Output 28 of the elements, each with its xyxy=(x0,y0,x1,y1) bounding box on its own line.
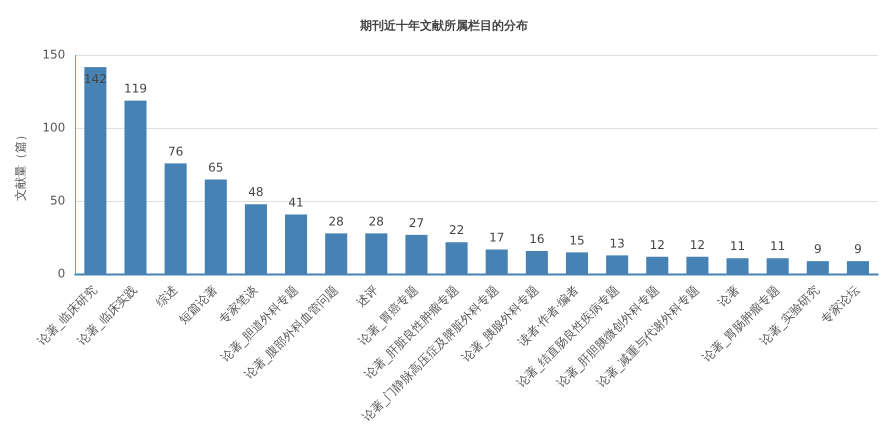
y-tick-label: 0 xyxy=(58,266,66,280)
data-label: 65 xyxy=(208,160,224,174)
data-label: 15 xyxy=(569,233,585,248)
data-label: 9 xyxy=(854,242,862,256)
y-tick-label: 150 xyxy=(42,48,66,62)
data-label: 28 xyxy=(368,214,384,228)
data-label: 28 xyxy=(328,214,344,228)
data-label: 27 xyxy=(408,216,424,230)
data-label: 11 xyxy=(770,239,786,254)
data-label: 142 xyxy=(84,72,107,86)
x-tick-label: 述评 xyxy=(354,282,381,310)
data-label: 17 xyxy=(489,230,504,244)
data-label: 11 xyxy=(730,239,746,254)
data-label: 12 xyxy=(690,238,706,252)
y-tick-label: 50 xyxy=(50,193,66,208)
data-label: 12 xyxy=(650,238,665,252)
chart-title: 期刊近十年文献所属栏目的分布 xyxy=(359,18,528,32)
y-tick-label: 100 xyxy=(42,120,66,134)
data-label: 76 xyxy=(168,144,184,158)
x-tick-label: 论著 xyxy=(714,282,742,310)
data-label: 41 xyxy=(288,195,304,210)
data-label: 48 xyxy=(248,185,264,200)
data-label: 13 xyxy=(609,236,625,250)
data-label: 16 xyxy=(529,232,544,246)
data-label: 119 xyxy=(124,82,147,96)
y-axis-title: 文献量（篇） xyxy=(13,128,28,201)
data-label: 9 xyxy=(814,242,822,256)
data-label: 22 xyxy=(448,223,464,238)
